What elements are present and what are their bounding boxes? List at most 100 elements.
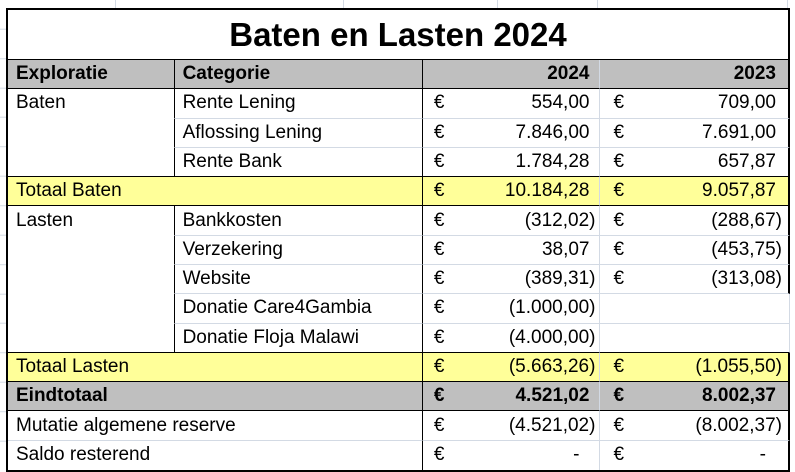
amount-value: 709,00 <box>717 92 777 114</box>
column-gridline <box>787 0 788 8</box>
amount-value: - <box>759 444 766 466</box>
cell-exploratie[interactable]: Lasten <box>8 206 175 236</box>
currency-symbol: € <box>433 92 445 114</box>
cell-exploratie[interactable] <box>8 323 175 353</box>
currency-symbol: € <box>613 355 625 377</box>
amount-value: 554,00 <box>531 92 590 114</box>
cell-exploratie[interactable] <box>8 118 175 148</box>
amount-value: (8.002,37) <box>695 414 782 436</box>
empty-cell[interactable] <box>600 323 790 353</box>
cell-label[interactable]: Eindtotaal <box>8 382 423 412</box>
currency-symbol: € <box>613 444 625 466</box>
amount-cell[interactable]: €9.057,87 <box>600 177 790 207</box>
cell-categorie[interactable]: Donatie Care4Gambia <box>174 294 423 324</box>
amount-value: 10.184,28 <box>504 180 590 202</box>
currency-symbol: € <box>433 150 445 172</box>
amount-cell[interactable]: € (313,08) <box>600 264 791 295</box>
amount-cell[interactable]: €1.784,28 <box>422 147 601 178</box>
amount-cell[interactable]: €38,07 <box>422 235 601 265</box>
table-row: Mutatie algemene reserve € (4.521,02) € (8.0… <box>8 411 790 441</box>
amount-cell[interactable]: € (453,75) <box>600 235 791 265</box>
amount-cell[interactable]: €10.184,28 <box>422 177 601 207</box>
table-row: Eindtotaal €4.521,02 €8.002,37 <box>8 382 790 412</box>
amount-value: (4.521,02) <box>508 414 596 436</box>
header-exploratie[interactable]: Exploratie <box>8 60 175 90</box>
empty-cell[interactable] <box>600 294 790 324</box>
cell-exploratie[interactable] <box>8 147 175 178</box>
table-row: Rente Bank €1.784,28 €657,87 <box>8 147 791 178</box>
amount-cell[interactable]: € (8.002,37) <box>600 411 790 441</box>
amount-cell[interactable]: €709,00 <box>600 89 791 119</box>
table-row: Totaal Lasten € (5.663,26) € (1.055,50) <box>8 352 790 383</box>
currency-symbol: € <box>433 297 445 319</box>
table-row: Aflossing Lening €7.846,00 €7.691,00 <box>8 118 791 148</box>
amount-value: 7.691,00 <box>702 121 777 143</box>
currency-symbol: € <box>433 121 445 143</box>
amount-value: 38,07 <box>541 238 590 260</box>
amount-cell[interactable]: €657,87 <box>600 147 791 178</box>
amount-cell[interactable]: € (288,67) <box>600 206 791 236</box>
table-title-cell[interactable]: Baten en Lasten 2024 <box>8 10 790 60</box>
cell-categorie[interactable]: Bankkosten <box>174 206 423 236</box>
cell-label[interactable]: Totaal Lasten <box>8 352 423 383</box>
amount-cell[interactable]: €4.521,02 <box>422 382 601 412</box>
header-2023[interactable]: 2023 <box>600 60 790 90</box>
cell-exploratie[interactable] <box>8 235 175 265</box>
currency-symbol: € <box>433 268 445 290</box>
currency-symbol: € <box>613 414 625 436</box>
amount-cell[interactable]: €7.846,00 <box>422 118 601 148</box>
table-row: Baten Rente Lening €554,00 €709,00 <box>8 89 791 119</box>
table-row: Totaal Baten €10.184,28 €9.057,87 <box>8 177 790 207</box>
table-header-row: Exploratie Categorie 2024 2023 <box>8 60 790 90</box>
amount-cell[interactable]: € (312,02) <box>422 206 601 236</box>
currency-symbol: € <box>613 180 625 202</box>
amount-cell[interactable]: € (389,31) <box>422 264 601 295</box>
amount-value: 9.057,87 <box>702 180 776 202</box>
header-2024[interactable]: 2024 <box>422 60 601 90</box>
amount-value: 1.784,28 <box>515 150 590 172</box>
column-gridline <box>343 0 344 8</box>
cell-categorie[interactable]: Rente Lening <box>174 89 423 119</box>
amount-cell[interactable]: € (4.000,00) <box>422 323 601 353</box>
cell-exploratie[interactable] <box>8 294 175 324</box>
currency-symbol: € <box>613 150 625 172</box>
cell-categorie[interactable]: Aflossing Lening <box>174 118 423 148</box>
amount-cell[interactable]: € (1.055,50) <box>600 352 790 383</box>
currency-symbol: € <box>433 238 445 260</box>
column-gridline <box>597 0 598 8</box>
amount-cell[interactable]: €8.002,37 <box>600 382 790 412</box>
currency-symbol: € <box>433 209 445 231</box>
currency-symbol: € <box>613 268 625 290</box>
cell-label[interactable]: Totaal Baten <box>8 177 423 207</box>
amount-value: 4.521,02 <box>515 385 590 407</box>
amount-cell[interactable]: € (1.000,00) <box>422 294 601 324</box>
currency-symbol: € <box>613 121 625 143</box>
header-categorie[interactable]: Categorie <box>174 60 423 90</box>
cell-categorie[interactable]: Verzekering <box>174 235 423 265</box>
amount-cell[interactable]: €554,00 <box>422 89 601 119</box>
amount-value: (1.000,00) <box>508 297 596 319</box>
amount-value: (312,02) <box>524 209 596 231</box>
cell-exploratie[interactable] <box>8 264 175 295</box>
amount-cell[interactable]: €7.691,00 <box>600 118 791 148</box>
cell-categorie[interactable]: Website <box>174 264 423 295</box>
gridline-strip-top <box>0 0 795 8</box>
table-row: Donatie Care4Gambia € (1.000,00) <box>8 294 790 324</box>
column-gridline <box>115 0 116 8</box>
amount-cell[interactable]: € - <box>600 440 790 470</box>
amount-value: (313,08) <box>711 268 783 290</box>
column-gridline <box>497 0 498 8</box>
amount-cell[interactable]: € (5.663,26) <box>422 352 601 383</box>
cell-label[interactable]: Mutatie algemene reserve <box>8 411 423 441</box>
table-body: Exploratie Categorie 2024 2023 Baten Rent… <box>8 60 791 470</box>
amount-cell[interactable]: € (4.521,02) <box>422 411 601 441</box>
cell-categorie[interactable]: Rente Bank <box>174 147 423 178</box>
currency-symbol: € <box>613 238 625 260</box>
table-row: Donatie Floja Malawi € (4.000,00) <box>8 323 790 353</box>
amount-value: (1.055,50) <box>695 355 782 377</box>
currency-symbol: € <box>433 355 445 377</box>
cell-label[interactable]: Saldo resterend <box>8 440 423 470</box>
amount-cell[interactable]: € - <box>422 440 601 470</box>
cell-exploratie[interactable]: Baten <box>8 89 175 119</box>
cell-categorie[interactable]: Donatie Floja Malawi <box>174 323 423 353</box>
